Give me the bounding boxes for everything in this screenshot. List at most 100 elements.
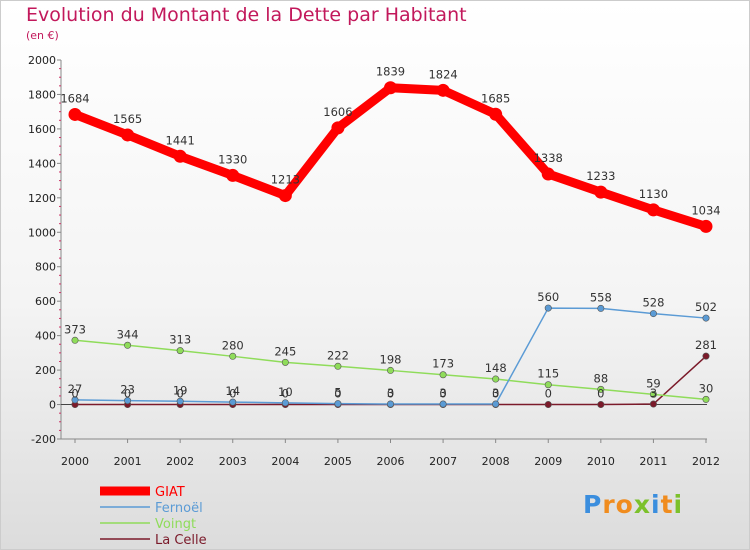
data-point bbox=[544, 304, 552, 312]
data-point bbox=[597, 385, 605, 393]
data-label: 0 bbox=[545, 387, 552, 401]
logo-letter: o bbox=[615, 490, 634, 519]
data-label: 3 bbox=[439, 386, 446, 400]
x-tick-label: 2006 bbox=[377, 455, 405, 468]
y-tick-label: 1400 bbox=[28, 157, 56, 170]
legend-label: Voingt bbox=[155, 517, 196, 532]
data-point bbox=[646, 203, 660, 217]
data-point bbox=[541, 167, 555, 181]
data-label: 0 bbox=[334, 387, 341, 401]
data-point bbox=[71, 396, 79, 404]
data-point bbox=[176, 347, 184, 355]
data-point bbox=[229, 398, 237, 406]
data-point bbox=[124, 341, 132, 349]
data-label: 0 bbox=[597, 387, 604, 401]
data-point bbox=[649, 310, 657, 318]
data-point bbox=[702, 352, 710, 360]
data-label: 373 bbox=[64, 322, 86, 336]
data-point bbox=[702, 314, 710, 322]
data-label: 245 bbox=[274, 344, 296, 358]
data-label: 280 bbox=[222, 338, 244, 352]
data-label: 1213 bbox=[271, 173, 300, 187]
data-point bbox=[281, 399, 289, 407]
data-label: 1684 bbox=[60, 91, 89, 105]
data-point bbox=[439, 400, 447, 408]
data-point bbox=[702, 395, 710, 403]
data-label: 88 bbox=[594, 371, 609, 385]
data-point bbox=[544, 401, 552, 409]
chart-title: Evolution du Montant de la Dette par Hab… bbox=[26, 4, 467, 26]
data-label: 0 bbox=[439, 387, 446, 401]
data-label: 0 bbox=[177, 387, 184, 401]
data-point bbox=[594, 185, 608, 199]
x-tick-label: 2007 bbox=[429, 455, 457, 468]
logo-letter: x bbox=[633, 490, 651, 519]
y-tick-label: 200 bbox=[35, 364, 56, 377]
data-label: 0 bbox=[124, 387, 131, 401]
data-label: 560 bbox=[537, 290, 559, 304]
data-point bbox=[226, 168, 240, 182]
data-label: 3 bbox=[650, 386, 657, 400]
data-label: 0 bbox=[71, 387, 78, 401]
data-label: 1338 bbox=[534, 151, 563, 165]
series-line-giat bbox=[70, 83, 711, 231]
data-point bbox=[492, 375, 500, 383]
x-tick-label: 2001 bbox=[114, 455, 142, 468]
x-tick-label: 2008 bbox=[482, 455, 510, 468]
data-label: 1330 bbox=[218, 152, 247, 166]
data-label: 1233 bbox=[586, 169, 615, 183]
logo-letter: t bbox=[660, 490, 674, 519]
data-point bbox=[71, 336, 79, 344]
data-point bbox=[439, 371, 447, 379]
data-label: 30 bbox=[699, 381, 714, 395]
y-tick-label: 600 bbox=[35, 295, 56, 308]
data-label: 1130 bbox=[639, 187, 668, 201]
data-point bbox=[597, 401, 605, 409]
x-tick-label: 2002 bbox=[166, 455, 194, 468]
data-point bbox=[384, 81, 397, 95]
data-label: 198 bbox=[380, 352, 402, 366]
data-label: 173 bbox=[432, 357, 454, 371]
data-label: 3 bbox=[387, 386, 394, 400]
y-tick-label: 800 bbox=[35, 261, 56, 274]
data-point bbox=[176, 397, 184, 405]
data-point bbox=[649, 390, 657, 398]
data-label: 1034 bbox=[691, 203, 720, 217]
y-tick-label: 2000 bbox=[28, 54, 56, 67]
data-label: 558 bbox=[590, 290, 612, 304]
data-label: 1685 bbox=[481, 91, 510, 105]
data-label: 344 bbox=[117, 327, 139, 341]
data-point bbox=[334, 400, 342, 408]
logo-letter: r bbox=[602, 490, 616, 519]
data-point bbox=[331, 121, 345, 135]
data-label: 1441 bbox=[166, 133, 195, 147]
y-tick-label: 400 bbox=[35, 330, 56, 343]
x-tick-label: 2004 bbox=[271, 455, 299, 468]
logo-letter: i bbox=[651, 490, 661, 519]
x-tick-label: 2011 bbox=[639, 455, 667, 468]
x-tick-label: 2005 bbox=[324, 455, 352, 468]
data-point bbox=[436, 83, 450, 97]
data-point bbox=[597, 304, 605, 312]
data-label: 59 bbox=[646, 376, 661, 390]
data-label: 19 bbox=[173, 383, 188, 397]
data-point bbox=[386, 366, 394, 374]
data-label: 1839 bbox=[376, 65, 405, 79]
data-point bbox=[334, 362, 342, 370]
proxiti-logo: Proxiti bbox=[583, 490, 683, 519]
data-label: 502 bbox=[695, 300, 717, 314]
y-tick-label: -200 bbox=[31, 433, 56, 446]
data-label: 3 bbox=[492, 386, 499, 400]
data-label: 313 bbox=[169, 333, 191, 347]
legend-label: La Celle bbox=[155, 533, 207, 548]
data-point bbox=[699, 219, 713, 233]
data-label: 148 bbox=[485, 361, 507, 375]
data-point bbox=[124, 397, 132, 405]
legend-label: Fernoël bbox=[155, 501, 203, 516]
y-tick-label: 0 bbox=[49, 399, 56, 412]
data-point bbox=[68, 107, 82, 121]
data-label: 222 bbox=[327, 348, 349, 362]
legend-label: GIAT bbox=[155, 485, 185, 500]
data-label: 281 bbox=[695, 338, 717, 352]
data-label: 528 bbox=[642, 296, 664, 310]
